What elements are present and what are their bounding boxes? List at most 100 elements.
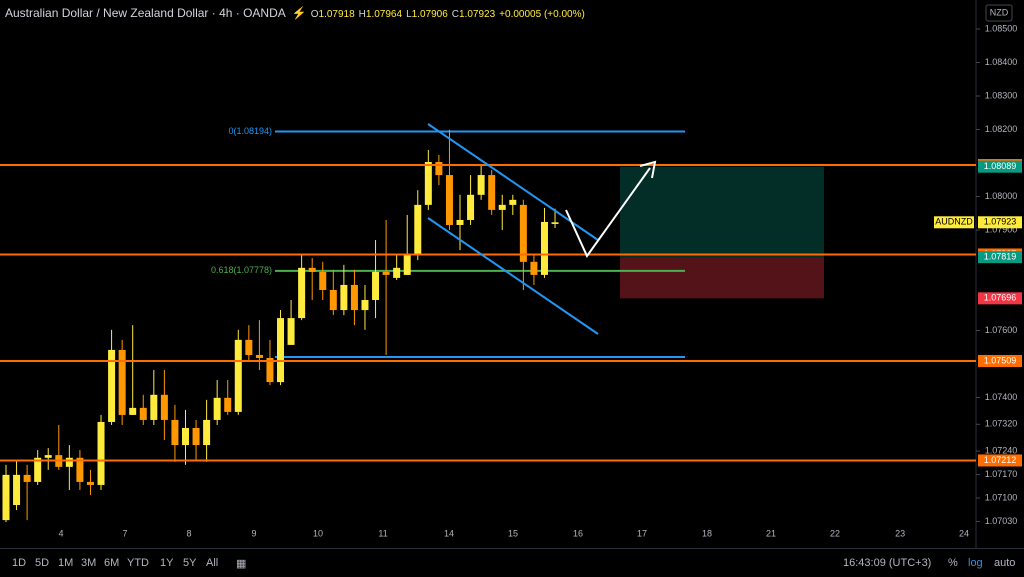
x-tick-label: 24 xyxy=(959,528,969,538)
timeframe-button[interactable]: 1D xyxy=(12,557,27,569)
candle-body xyxy=(266,357,274,383)
candle-body xyxy=(203,419,211,446)
toolbar: 1D 5D 1M 3M 6M YTD 1Y 5Y All ▦ 16:43:09 (UTC+3)% lo… xyxy=(0,548,1024,577)
candle-body xyxy=(424,162,432,205)
timeframe-button[interactable]: 3M xyxy=(81,557,97,569)
y-tick-label: 1.08000 xyxy=(985,191,1018,201)
candle-body xyxy=(287,318,295,345)
scale-mode[interactable]: % xyxy=(948,557,958,569)
timeframe-button[interactable]: All xyxy=(206,557,219,569)
x-tick-label: 23 xyxy=(895,528,905,538)
x-tick-label: 16 xyxy=(573,528,583,538)
ohlc-item: O1.07918 xyxy=(307,6,355,20)
price-label-bg xyxy=(978,354,1022,367)
candle-body xyxy=(34,457,42,482)
y-tick-label: 1.07030 xyxy=(985,516,1018,526)
y-tick-label: 1.08400 xyxy=(985,57,1018,67)
candle-body xyxy=(477,175,485,195)
candle-body xyxy=(308,267,316,272)
header: Australian Dollar / New Zealand Dollar ·… xyxy=(5,6,585,20)
arrow-head xyxy=(639,160,657,179)
candle-body xyxy=(171,419,179,446)
candle-body xyxy=(509,199,517,205)
ohlc-label: O xyxy=(310,9,319,20)
ohlc-item: H1.07964 xyxy=(355,6,402,20)
y-tick-label: 1.07240 xyxy=(985,445,1018,455)
candle-body xyxy=(139,407,147,420)
candle-body xyxy=(445,175,453,225)
ohlc-value: 1.07964 xyxy=(365,9,403,20)
candle-body xyxy=(181,427,189,446)
candle-body xyxy=(76,457,84,482)
price-label: 1.07819 xyxy=(984,252,1017,262)
price-label: 1.07923 xyxy=(984,217,1017,227)
scale-mode[interactable]: log xyxy=(968,557,983,569)
candle-body xyxy=(467,194,475,220)
fib-label: 0(1.08194) xyxy=(228,126,272,136)
x-tick-label: 18 xyxy=(702,528,712,538)
candle-body xyxy=(44,455,52,458)
price-label: 1.07509 xyxy=(984,355,1017,365)
timeframe-button[interactable]: 1M xyxy=(58,557,74,569)
y-tick-label: 1.08500 xyxy=(985,23,1018,33)
x-tick-label: 9 xyxy=(252,528,257,538)
timeframe-button[interactable]: 5D xyxy=(35,557,50,569)
candle-body xyxy=(488,175,496,210)
x-tick-label: 21 xyxy=(766,528,776,538)
candle-body xyxy=(540,221,548,275)
y-tick-label: 1.07600 xyxy=(985,325,1018,335)
chart: 1.08500 1.08400 1.08300 1.08200 1.08000 1.079… xyxy=(0,0,1022,548)
timeframe-button[interactable]: YTD xyxy=(127,557,149,569)
candle-body xyxy=(213,397,221,420)
y-tick-label: 1.07100 xyxy=(985,492,1018,502)
candle-body xyxy=(2,474,10,521)
candle-body xyxy=(224,397,232,412)
date-range-button[interactable]: ▦ xyxy=(236,558,247,570)
candle-body xyxy=(372,271,380,301)
candle-body xyxy=(129,407,137,415)
candle-body xyxy=(13,474,21,506)
candle-body xyxy=(435,162,443,176)
price-label: 1.08089 xyxy=(984,161,1017,171)
candle-body xyxy=(277,318,285,383)
price-label-bg xyxy=(978,454,1022,467)
arrow xyxy=(565,167,651,258)
ohlc-value: 1.07923 xyxy=(459,9,496,20)
candle-body xyxy=(65,457,73,467)
candle-body xyxy=(361,300,369,311)
currency-badge[interactable] xyxy=(985,4,1013,22)
candle-body xyxy=(23,474,31,482)
timeframe-button[interactable]: 1Y xyxy=(160,557,174,569)
candle-body xyxy=(97,421,105,485)
change: +0.00005 (+0.00%) xyxy=(499,9,585,20)
x-tick-label: 7 xyxy=(122,528,127,538)
candle-body xyxy=(319,271,327,290)
candle-body xyxy=(403,255,411,275)
y-tick-label: 1.07400 xyxy=(985,392,1018,402)
timeframe-button[interactable]: 6M xyxy=(104,557,120,569)
drawings xyxy=(427,123,657,335)
x-tick-label: 10 xyxy=(313,528,323,538)
y-tick-label: 1.07900 xyxy=(985,224,1018,234)
candle-body xyxy=(245,339,253,355)
x-tick-label: 4 xyxy=(58,528,63,538)
price-label-bg xyxy=(978,292,1022,305)
y-tick-label: 1.07320 xyxy=(985,419,1018,429)
candle-body xyxy=(519,204,527,262)
candle-body xyxy=(118,349,126,415)
scale-mode[interactable]: auto xyxy=(994,557,1016,569)
price-label: 1.07696 xyxy=(984,293,1017,303)
candle-body xyxy=(298,267,306,319)
ohlc-item: C1.07923 xyxy=(448,6,495,20)
price-label-bg xyxy=(978,160,1022,173)
symbol-label-bg xyxy=(934,216,974,229)
alert-icon[interactable]: ⚡ xyxy=(291,6,307,20)
candle-body xyxy=(340,284,348,311)
y-tick-label: 1.07170 xyxy=(985,469,1018,479)
timeframe-button[interactable]: 5Y xyxy=(183,557,197,569)
candle-body xyxy=(498,204,506,210)
ohlc-value: 1.07906 xyxy=(411,9,448,20)
profit-zone xyxy=(620,166,824,258)
candle-body xyxy=(86,481,94,485)
candle-body xyxy=(456,219,464,225)
